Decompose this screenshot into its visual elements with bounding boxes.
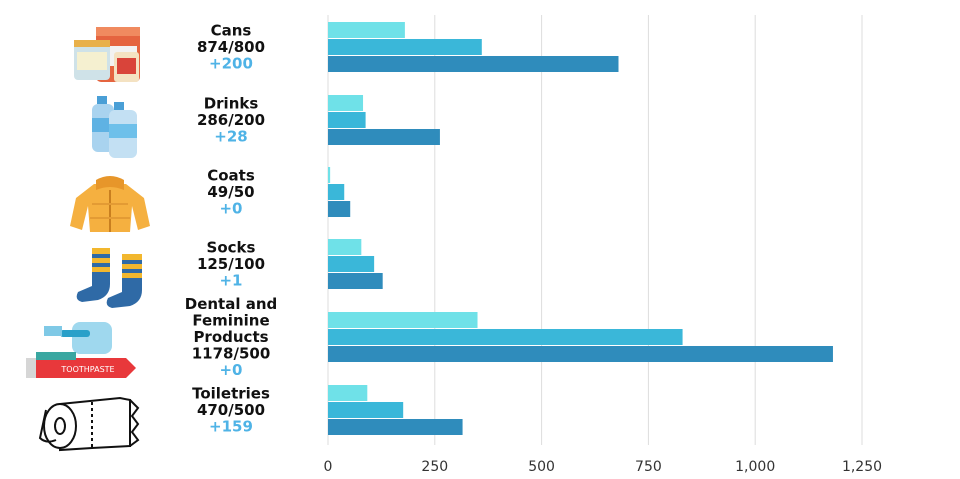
category-delta: +28 — [214, 128, 247, 146]
bar — [328, 112, 366, 128]
category-name: Dental and — [185, 295, 278, 313]
bar — [328, 22, 405, 38]
x-tick-label: 1,000 — [735, 459, 775, 475]
bar — [328, 95, 364, 111]
toilet-paper-icon — [38, 396, 140, 452]
water-bottles-icon — [92, 96, 137, 158]
grid-lines — [327, 15, 863, 445]
bar — [328, 39, 482, 55]
category-delta: +159 — [209, 418, 253, 436]
bar — [328, 201, 351, 217]
category-delta: +200 — [209, 55, 253, 73]
bar — [328, 56, 619, 72]
bar — [328, 312, 478, 328]
bar — [328, 419, 463, 435]
x-tick-label: 250 — [421, 459, 448, 475]
category-name: Feminine — [192, 312, 269, 330]
x-axis-ticks: 0 250 500 750 1,000 1,250 — [324, 459, 883, 475]
category-ratio: 286/200 — [197, 111, 265, 129]
category-name: Cans — [211, 22, 252, 40]
bar — [328, 167, 331, 183]
category-name: Drinks — [204, 95, 259, 113]
category-name: Toiletries — [192, 385, 270, 403]
bar — [328, 402, 404, 418]
bar — [328, 256, 375, 272]
bar — [328, 385, 368, 401]
x-tick-label: 750 — [635, 459, 662, 475]
category-ratio: 125/100 — [197, 255, 265, 273]
bar — [328, 273, 383, 289]
category-delta: +1 — [219, 272, 242, 290]
x-tick-label: 0 — [324, 459, 333, 475]
category-ratio: 1178/500 — [192, 345, 271, 363]
bar — [328, 129, 440, 145]
category-delta: +0 — [219, 361, 242, 379]
category-name: Products — [193, 328, 268, 346]
category-delta: +0 — [219, 200, 242, 218]
coat-icon — [70, 176, 150, 232]
x-tick-label: 500 — [528, 459, 555, 475]
bar — [328, 346, 833, 362]
bar — [328, 329, 683, 345]
cans-icon — [74, 27, 140, 82]
bar — [328, 239, 362, 255]
socks-icon — [76, 248, 142, 308]
toothpaste-icon-text: TOOTHPASTE — [60, 365, 114, 374]
x-tick-label: 1,250 — [842, 459, 882, 475]
category-name: Coats — [207, 167, 255, 185]
category-ratio: 874/800 — [197, 38, 265, 56]
category-ratio: 470/500 — [197, 401, 265, 419]
toothpaste-icon: TOOTHPASTE — [26, 322, 136, 378]
category-name: Socks — [207, 239, 256, 257]
bars — [328, 22, 833, 435]
category-ratio: 49/50 — [207, 183, 254, 201]
bar — [328, 184, 345, 200]
